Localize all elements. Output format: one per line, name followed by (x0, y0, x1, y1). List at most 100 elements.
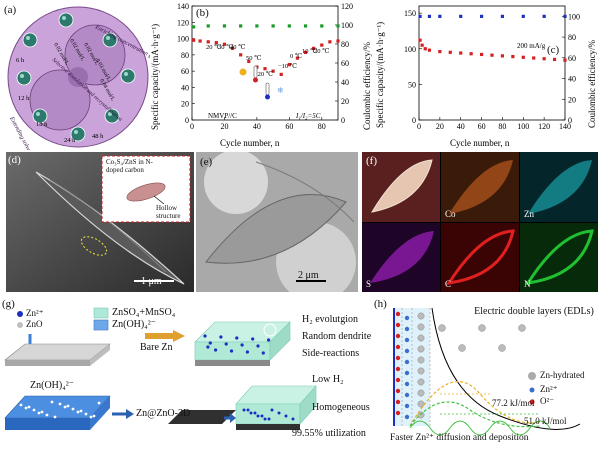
panel-b: 0 20 40 60 80 100 120 140 0 20 40 60 80 100 120 0 20 40 60… (150, 0, 375, 150)
data-point-s1-9 (336, 24, 340, 28)
map-co-label: Co (445, 209, 456, 219)
inset-arrow-label: Hollow structure (156, 204, 181, 220)
temp-label: 40 ℃ (230, 43, 245, 51)
data-point-s1-8 (320, 24, 324, 28)
edl-title: Electric double layers (EDLs) (474, 306, 594, 317)
x-tick-label: 80 (498, 122, 506, 131)
temp-label: 30 ℃ (218, 43, 233, 51)
bare-result-1: H₂ evolutgion (302, 314, 358, 325)
y-tick-label: 0 (412, 116, 416, 125)
coated-result-3: 99.55% utilization (292, 428, 366, 439)
data-point-s1-4 (255, 24, 259, 28)
c-ylabel: Specific capacity/(mA·h·g⁻¹) (375, 22, 385, 128)
temp-label: 50 ℃ (246, 54, 261, 62)
x-tick-label: 100 (517, 122, 529, 131)
data-point-s1-7 (542, 14, 546, 18)
panel-a: 0.02 mol/L 0.02 mol/L 0.02 mol/L 0.03 mol/L… (0, 0, 171, 199)
y-tick-label: 120 (177, 18, 189, 27)
data-point-s0-12 (521, 55, 525, 59)
data-point-s0-17 (328, 40, 332, 44)
oxygen-ion-icon (529, 399, 535, 405)
panel-a-diagram: 0.02 mol/L0.02 mol/L0.02 mol/L0.03 mol/L… (7, 6, 171, 199)
data-point-s0-10 (500, 54, 505, 58)
map-zn-label: Zn (524, 209, 534, 219)
x-tick-label: 40 (457, 122, 465, 131)
data-point-s0-7 (469, 52, 473, 56)
data-point-s1-3 (459, 14, 463, 18)
x-tick-label: 60 (478, 122, 486, 131)
data-point-s0-16 (563, 58, 567, 62)
zn-ion-icon (529, 387, 535, 393)
map-n-label: N (524, 279, 531, 289)
map-zn: Zn (520, 152, 598, 222)
data-point-s0-13 (532, 56, 536, 60)
coated-result-1: Low H₂ (312, 374, 344, 385)
particle-icons (16, 12, 136, 142)
data-point-s0-14 (303, 50, 308, 55)
coated-zn-label: Zn@ZnO-3D (136, 408, 191, 419)
y-tick-label: 80 (181, 51, 189, 60)
b-xlabel: Cycle number, n (220, 138, 280, 148)
data-point-s1-0 (418, 14, 422, 18)
y2-tick-label: 120 (341, 2, 353, 11)
data-point-s0-4 (222, 42, 227, 46)
y2-tick-label: 80 (568, 33, 576, 42)
data-point-s1-4 (479, 14, 484, 18)
data-point-s0-2 (206, 40, 210, 44)
legend-zn-ion: Zn²⁺ (540, 384, 558, 394)
scalebar-e-label: 2 μm (298, 270, 319, 281)
map-s: S (362, 223, 440, 292)
temp-label: 10 ℃ (302, 47, 317, 55)
temp-label: 20 ℃ (314, 47, 329, 55)
hollow-particle-icon (126, 182, 166, 202)
energy-label-1: 77.2 kJ/mol (492, 398, 535, 408)
map-c-label: C (445, 279, 452, 289)
time-label: 12 h (18, 95, 30, 102)
panel-h-label: (h) (374, 298, 387, 310)
y2-tick-label: 20 (341, 97, 349, 106)
map-c: C (441, 223, 519, 292)
y-tick-label: 60 (181, 67, 189, 76)
y-tick-label: 40 (181, 83, 189, 92)
time-label: 48 h (92, 133, 104, 140)
thermometer-cold-icon (265, 82, 270, 96)
sun-icon (239, 68, 247, 76)
panel-g: (g) Zn²⁺ ZnO ZnSO₄+MnSO₄ Zn(OH)₄²⁻ Bare … (0, 298, 380, 446)
panel-g-label: (g) (2, 298, 15, 310)
y2-tick-label: 100 (568, 12, 580, 21)
x-tick-label: 40 (253, 122, 261, 131)
data-point-s1-5 (500, 14, 505, 18)
data-point-s1-6 (521, 14, 525, 18)
panel-b-label: (b) (196, 7, 209, 19)
x-tick-label: 140 (559, 122, 571, 131)
data-point-s0-5 (448, 50, 452, 54)
data-point-s1-2 (222, 24, 227, 28)
panel-g-diagram (4, 307, 317, 430)
data-point-s0-11 (511, 54, 515, 59)
data-point-s1-5 (271, 24, 275, 28)
time-label: 6 h (16, 57, 25, 64)
panel-e: (e) 2 μm (196, 150, 358, 302)
temp-label: −10 ℃ (278, 62, 297, 70)
y2-tick-label: 20 (568, 95, 576, 104)
y2-tick-label: 0 (568, 116, 572, 125)
data-point-s1-1 (206, 24, 210, 28)
thermometer-hot-icon (253, 65, 258, 79)
tem-image (196, 150, 358, 302)
particle-shell (205, 194, 347, 264)
sem-image (6, 152, 194, 292)
y-tick-label: 100 (177, 35, 189, 44)
panel-h-diagram (393, 307, 581, 436)
composite-map (362, 152, 440, 222)
panel-a-label: (a) (4, 4, 17, 16)
data-point-s0-7 (247, 59, 251, 63)
inset-title: Co₃S₄/ZnS in N-doped carbon (106, 158, 153, 174)
snowflake-icon: ❄ (277, 86, 284, 95)
data-point-s1-0 (192, 25, 196, 29)
data-point-s0-12 (287, 63, 291, 67)
data-point-s0-8 (479, 52, 484, 57)
c-xlabel: Cycle number, n (450, 138, 510, 148)
data-point-s0-1 (420, 43, 424, 47)
legend-oxygen-ion: O²⁻ (540, 396, 554, 406)
